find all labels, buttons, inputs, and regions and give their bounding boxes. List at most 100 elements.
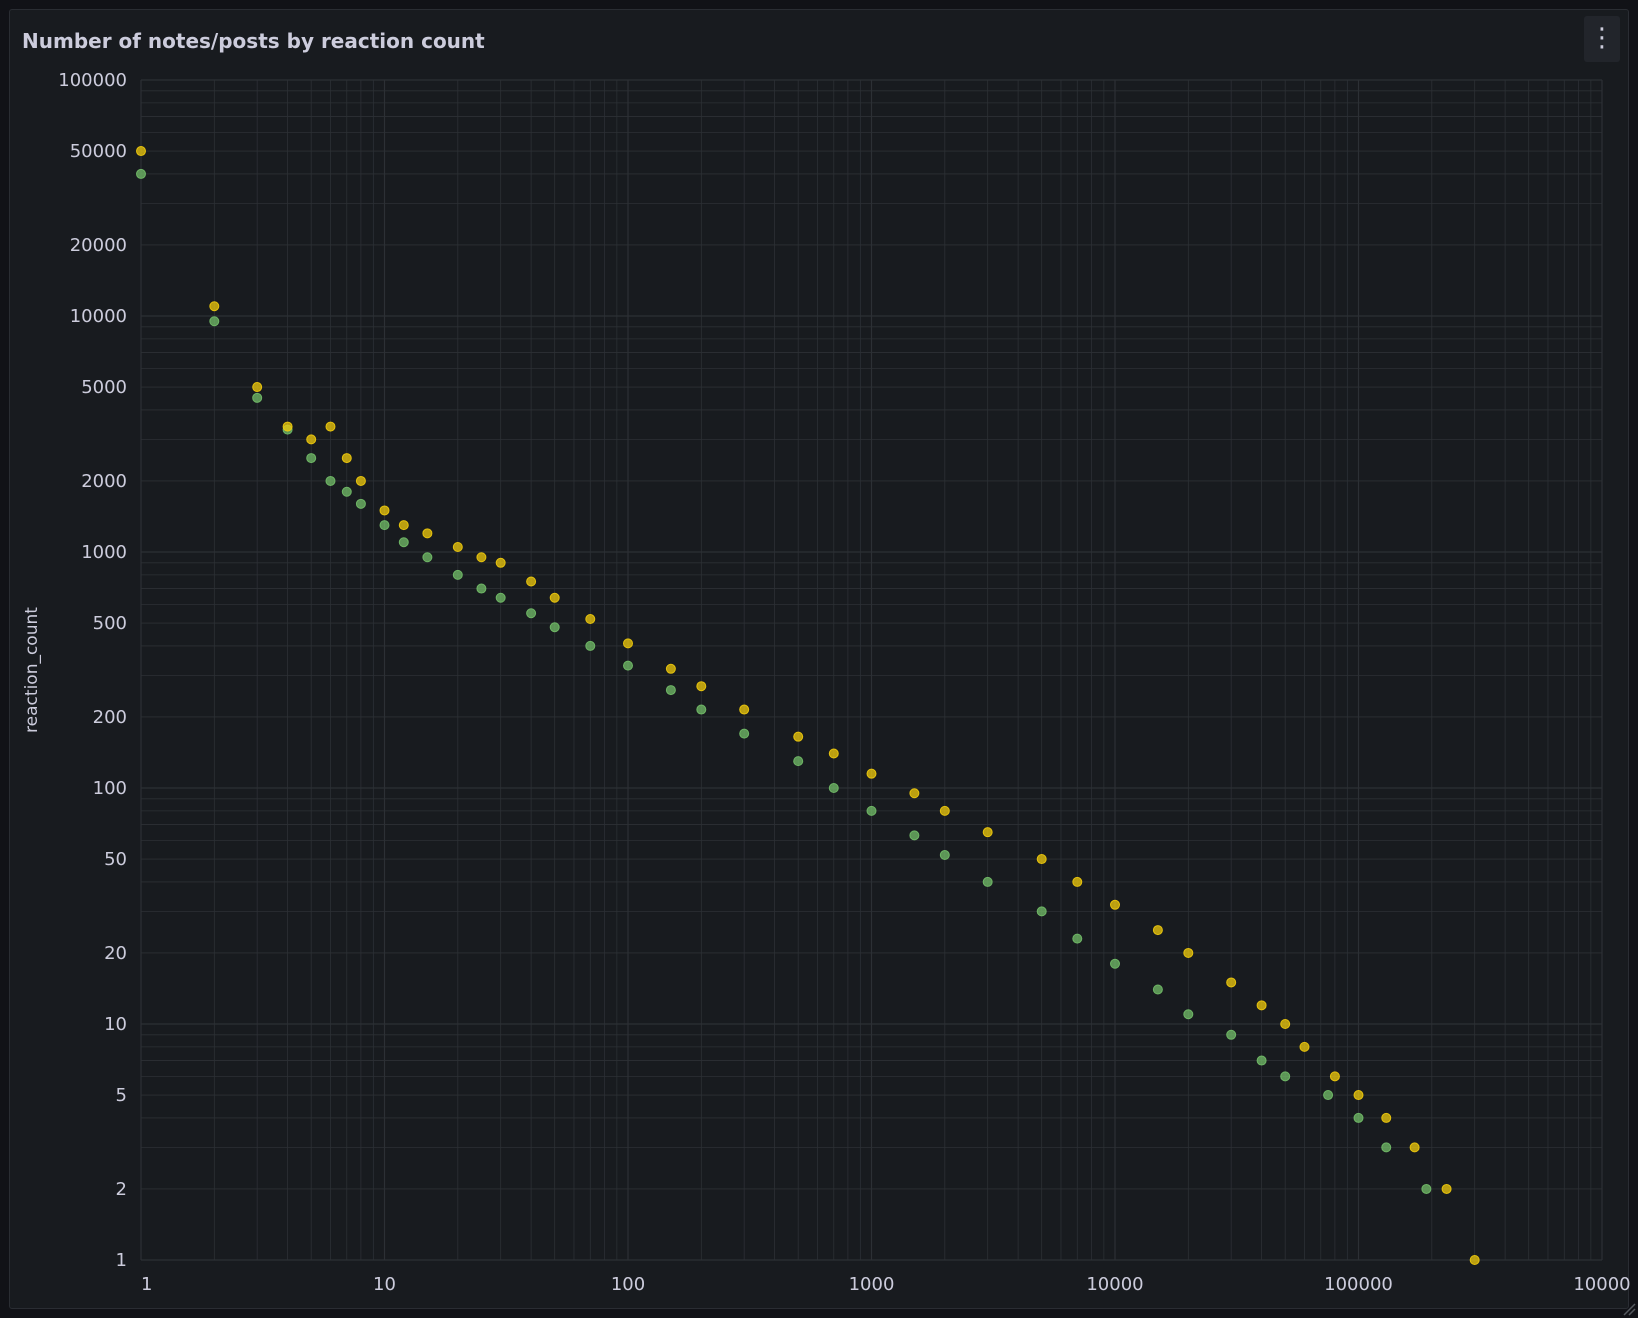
data-point-yellow — [1256, 1000, 1267, 1011]
x-tick-label: 10000 — [1573, 1274, 1630, 1295]
data-point-yellow — [623, 638, 633, 649]
data-point-yellow — [1280, 1019, 1291, 1029]
y-tick-label: 200 — [93, 707, 127, 728]
x-tick-label: 100000 — [1324, 1274, 1393, 1295]
data-point-yellow — [1353, 1090, 1364, 1101]
data-point-green — [476, 583, 487, 594]
resize-handle-icon[interactable] — [1622, 1302, 1636, 1316]
data-point-yellow — [1110, 899, 1120, 910]
y-tick-label: 2 — [116, 1179, 127, 1200]
y-tick-label: 100000 — [58, 70, 127, 91]
data-point-green — [866, 805, 877, 816]
data-point-green — [939, 850, 950, 861]
data-point-yellow — [1226, 977, 1237, 988]
data-point-yellow — [696, 681, 707, 692]
data-point-green — [909, 830, 920, 841]
y-tick-label: 500 — [93, 613, 127, 634]
data-point-green — [526, 608, 537, 619]
data-point-yellow — [866, 768, 877, 779]
data-point-yellow — [1072, 876, 1083, 887]
data-point-green — [1421, 1183, 1432, 1194]
data-point-yellow — [526, 576, 537, 587]
data-point-green — [398, 537, 409, 548]
x-tick-label: 1 — [141, 1274, 152, 1295]
data-point-yellow — [1299, 1041, 1310, 1052]
data-point-green — [793, 756, 804, 767]
data-point-green — [1323, 1090, 1334, 1101]
data-point-green — [1381, 1142, 1392, 1153]
data-point-yellow — [585, 614, 596, 625]
x-axis: 1 10 100 1000 10000 100000 10000 — [141, 1274, 1631, 1295]
data-point-green — [665, 685, 676, 696]
data-point-yellow — [1152, 925, 1163, 936]
data-point-green — [982, 876, 993, 887]
y-tick-label: 1 — [116, 1250, 127, 1271]
data-point-green — [739, 728, 750, 739]
data-point-green — [306, 453, 317, 464]
data-point-yellow — [422, 528, 433, 539]
data-point-yellow — [549, 592, 560, 603]
y-tick-label: 5 — [116, 1085, 127, 1106]
data-point-green — [1152, 984, 1163, 995]
data-point-yellow — [209, 301, 220, 312]
data-point-green — [379, 520, 390, 531]
y-axis-label: reaction_count — [22, 607, 42, 733]
data-point-green — [1280, 1071, 1291, 1082]
data-point-green — [209, 316, 220, 327]
y-tick-label: 5000 — [81, 377, 127, 398]
x-tick-label: 10 — [373, 1274, 396, 1295]
data-points — [136, 146, 1480, 1265]
panel-title: Number of notes/posts by reaction count — [22, 29, 485, 53]
data-point-yellow — [665, 663, 676, 674]
grid — [140, 79, 1603, 1261]
data-point-yellow — [982, 827, 993, 838]
y-tick-label: 1000 — [81, 542, 127, 563]
data-point-green — [325, 475, 336, 486]
data-point-yellow — [495, 557, 506, 568]
data-point-yellow — [452, 541, 463, 552]
data-point-yellow — [909, 788, 920, 799]
data-point-green — [355, 498, 366, 509]
data-point-green — [696, 704, 707, 715]
x-tick-label: 1000 — [849, 1274, 895, 1295]
data-point-yellow — [1469, 1255, 1480, 1265]
data-point-yellow — [476, 552, 487, 563]
data-point-green — [828, 783, 839, 793]
data-point-yellow — [793, 731, 804, 742]
data-point-green — [1256, 1055, 1267, 1066]
data-point-yellow — [1329, 1071, 1340, 1082]
data-point-green — [1183, 1009, 1194, 1020]
data-point-green — [585, 640, 596, 651]
data-point-yellow — [1441, 1183, 1452, 1194]
data-point-green — [136, 168, 146, 179]
y-tick-label: 50 — [104, 849, 127, 870]
y-tick-label: 50000 — [70, 141, 127, 162]
data-point-yellow — [939, 805, 950, 816]
data-point-yellow — [136, 146, 146, 157]
data-point-yellow — [282, 421, 293, 432]
data-point-green — [1226, 1029, 1237, 1040]
data-point-green — [252, 392, 263, 403]
data-point-yellow — [306, 434, 317, 445]
y-tick-label: 20 — [104, 943, 127, 964]
y-tick-label: 10 — [104, 1014, 127, 1035]
data-point-yellow — [325, 421, 336, 432]
y-tick-label: 100 — [93, 778, 127, 799]
kebab-menu-icon[interactable]: ⋮ — [1584, 16, 1620, 62]
y-tick-label: 20000 — [70, 235, 127, 256]
data-point-yellow — [341, 453, 352, 464]
data-point-green — [495, 592, 506, 603]
data-point-yellow — [1381, 1112, 1392, 1123]
data-point-yellow — [355, 475, 366, 486]
data-point-green — [341, 486, 352, 497]
data-point-green — [1036, 906, 1047, 917]
data-point-green — [422, 552, 433, 563]
data-point-yellow — [1036, 854, 1047, 865]
data-point-green — [1353, 1112, 1364, 1123]
y-axis: 100000 50000 20000 10000 5000 2000 1000 500 200 1… — [58, 70, 127, 1271]
data-point-yellow — [398, 520, 409, 531]
data-point-yellow — [1183, 947, 1194, 958]
data-point-green — [549, 622, 560, 633]
x-tick-label: 10000 — [1086, 1274, 1143, 1295]
